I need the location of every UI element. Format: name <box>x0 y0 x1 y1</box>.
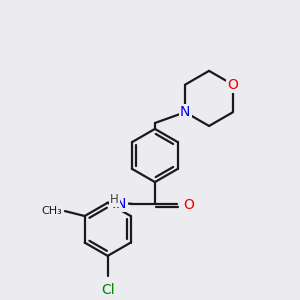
Text: H: H <box>110 193 118 206</box>
Text: O: O <box>184 198 194 212</box>
Text: CH₃: CH₃ <box>41 206 62 216</box>
Text: O: O <box>227 78 238 92</box>
Text: N: N <box>116 197 126 211</box>
Text: Cl: Cl <box>101 284 115 297</box>
Text: N: N <box>180 105 190 119</box>
